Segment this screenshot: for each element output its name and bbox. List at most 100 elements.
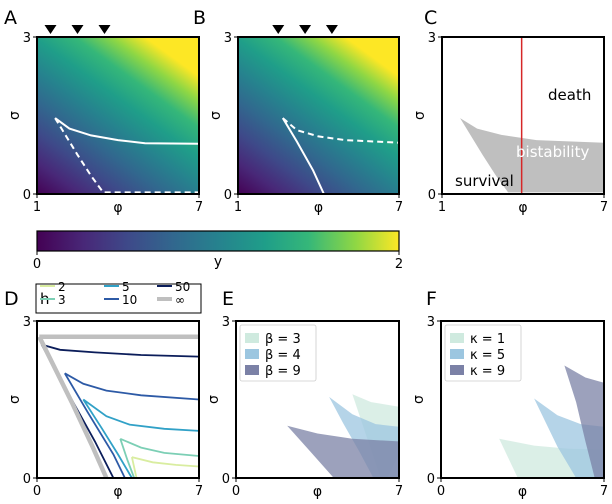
heatmap-field xyxy=(37,37,199,194)
legend-entry-label: κ = 5 xyxy=(470,348,505,363)
y-tick-label: 3 xyxy=(224,31,232,46)
colorbar: 0 2 y xyxy=(33,230,403,272)
regions-panel-e: 0 7 0 3 φ σ xyxy=(206,315,403,500)
legend-entry-label: κ = 9 xyxy=(470,364,505,379)
triangle-marker xyxy=(71,25,84,34)
panel-e: E xyxy=(222,288,234,310)
series-line-lower xyxy=(82,399,133,479)
triangle-marker xyxy=(299,25,312,34)
y-axis-label: σ xyxy=(206,395,222,404)
heatmap-field xyxy=(238,37,399,194)
region-label-bistability: bistability xyxy=(516,143,589,161)
y-tick-label: 3 xyxy=(23,31,31,46)
y-axis-label: σ xyxy=(412,111,428,120)
axes-frame xyxy=(237,36,400,195)
series-line-upper xyxy=(82,398,200,432)
x-axis-label: φ xyxy=(518,200,527,216)
x-axis-label: φ xyxy=(113,484,122,500)
y-tick-label: 0 xyxy=(428,188,436,203)
legend-entry-label: β = 3 xyxy=(265,332,301,347)
legend-entry-label: β = 4 xyxy=(265,348,301,363)
series-line-upper xyxy=(64,372,200,401)
panel-a: A xyxy=(4,7,17,29)
y-axis-label: σ xyxy=(7,395,23,404)
x-axis-label: φ xyxy=(113,200,122,216)
legend-swatch xyxy=(245,349,259,359)
colorbar-tick-label: 2 xyxy=(395,257,403,272)
legend-entry-label: 10 xyxy=(122,293,137,307)
series-line-upper xyxy=(119,437,200,457)
x-axis-label: φ xyxy=(518,484,527,500)
series-region xyxy=(534,398,604,478)
y-tick-label: 0 xyxy=(222,472,230,487)
legend-swatch xyxy=(450,333,464,343)
legend-entry-label: κ = 1 xyxy=(470,332,505,347)
y-tick-label: 0 xyxy=(427,472,435,487)
x-tick-label: 1 xyxy=(33,200,41,215)
x-tick-label: 0 xyxy=(33,484,41,499)
legend-entry-label: 3 xyxy=(58,293,66,307)
y-axis-label: σ xyxy=(7,111,23,120)
colorbar-tick-label: 0 xyxy=(33,257,41,272)
series-line-lower xyxy=(131,456,138,479)
panel-b: B xyxy=(193,7,206,29)
triangle-marker xyxy=(272,25,285,34)
axes-frame xyxy=(36,320,200,479)
panel-label-d: D xyxy=(4,288,19,310)
legend-swatch xyxy=(450,365,464,375)
solid-curve xyxy=(281,117,325,195)
y-axis-label: σ xyxy=(411,395,427,404)
y-tick-label: 0 xyxy=(23,472,31,487)
legend-h-entries: 23 510 50∞ xyxy=(40,280,190,307)
region-label-survival: survival xyxy=(455,172,514,190)
legend-entry-label: β = 9 xyxy=(265,364,301,379)
panel-c: C xyxy=(424,7,437,29)
axes-frame xyxy=(235,320,400,479)
x-tick-label: 7 xyxy=(395,200,403,215)
heatmap-panel-b: 1 7 0 3 φ σ xyxy=(208,25,403,216)
dashed-curve xyxy=(282,117,400,144)
panel-label-a: A xyxy=(4,7,17,29)
panel-d: D xyxy=(4,288,19,310)
series-line-lower xyxy=(64,372,126,479)
x-axis-label: φ xyxy=(314,200,323,216)
panel-label-b: B xyxy=(193,7,206,29)
colorbar-gradient xyxy=(36,230,400,252)
y-tick-label: 0 xyxy=(23,188,31,203)
series-line-lower xyxy=(119,438,136,479)
x-tick-label: 7 xyxy=(600,484,608,499)
legend-swatch xyxy=(245,365,259,375)
x-axis-label: φ xyxy=(313,484,322,500)
region-label-death: death xyxy=(548,86,591,104)
series-line-lower xyxy=(37,335,109,479)
panel-label-c: C xyxy=(424,7,437,29)
series-line-upper xyxy=(41,343,200,358)
x-tick-label: 1 xyxy=(438,200,446,215)
axes-frame xyxy=(441,36,605,195)
axes-frame xyxy=(440,320,605,479)
triangle-marker xyxy=(325,25,338,34)
panel-label-f: F xyxy=(426,288,437,310)
triangle-marker xyxy=(44,25,57,34)
x-tick-label: 7 xyxy=(195,200,203,215)
heatmap-panel-a: 1 7 0 3 φ σ xyxy=(7,25,203,216)
series-line-upper xyxy=(131,456,200,468)
legend-f: κ = 1κ = 5κ = 9 xyxy=(444,324,522,382)
panel-label-e: E xyxy=(222,288,234,310)
y-tick-label: 0 xyxy=(224,188,232,203)
triangle-marker xyxy=(98,25,111,34)
y-tick-label: 3 xyxy=(23,315,31,330)
y-axis-label: σ xyxy=(208,111,224,120)
colorbar-label: y xyxy=(214,254,222,270)
legend-entry-label: 2 xyxy=(58,280,66,294)
legend-swatch xyxy=(450,349,464,359)
lines-panel-d: 0 7 0 3 φ σ xyxy=(7,315,203,500)
y-tick-label: 3 xyxy=(222,315,230,330)
series-region xyxy=(564,365,604,478)
legend-entry-label: ∞ xyxy=(175,293,185,307)
legend-e: β = 3β = 4β = 9 xyxy=(239,324,317,382)
panel-f: F xyxy=(426,288,437,310)
